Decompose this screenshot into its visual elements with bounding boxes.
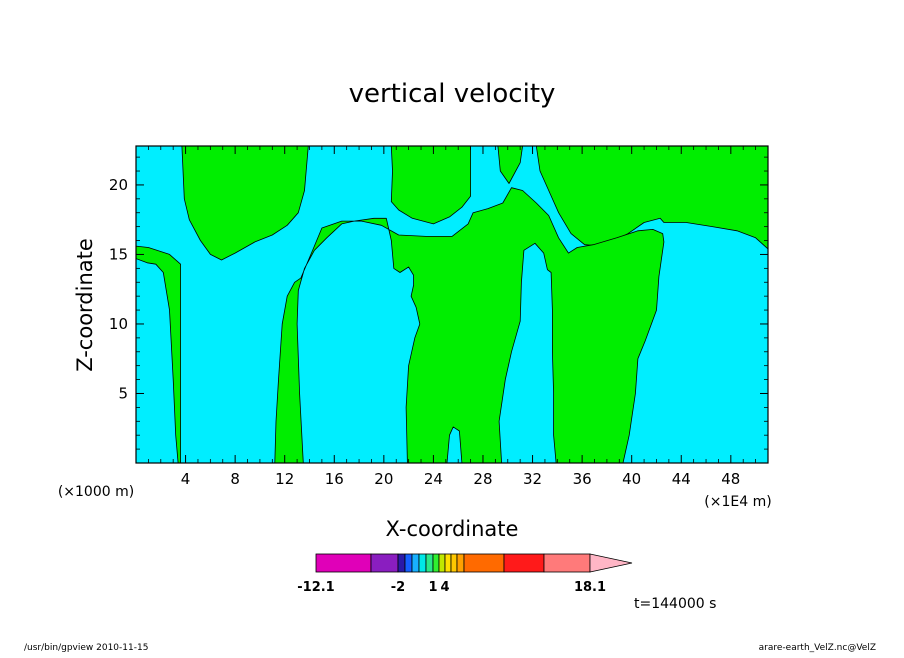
- plot-area: [136, 146, 768, 463]
- colorbar-segment: [456, 553, 465, 573]
- y-tick-label: 15: [109, 245, 128, 263]
- colorbar-segment: [404, 553, 413, 573]
- colorbar-segment: [444, 553, 452, 573]
- x-unit-right: (×1E4 m): [704, 494, 771, 510]
- x-tick-label: 4: [181, 470, 191, 488]
- x-tick-label: 8: [230, 470, 240, 488]
- x-tick-label: 16: [325, 470, 344, 488]
- y-tick-label: 5: [118, 384, 128, 402]
- x-tick-label: 28: [473, 470, 492, 488]
- colorbar-labels: -12.1 -2 1 4 18.1: [297, 580, 606, 595]
- colorbar-label: -2: [391, 580, 405, 595]
- chart-title: vertical velocity: [349, 79, 556, 109]
- x-tick-label: 24: [424, 470, 443, 488]
- colorbar-segment: [432, 553, 440, 573]
- y-axis-title: Z-coordinate: [73, 238, 97, 372]
- plot-frame: [135, 145, 769, 464]
- colorbar-segment: [503, 553, 545, 573]
- x-tick-label: 40: [622, 470, 641, 488]
- colorbar-label: 4: [440, 580, 449, 595]
- colorbar-segment: [315, 553, 372, 573]
- positive-region-2: [136, 187, 665, 463]
- colorbar-segment: [450, 553, 458, 573]
- contour-regions: [136, 146, 768, 463]
- colorbar-segment: [543, 553, 591, 573]
- x-tick-label: 32: [523, 470, 542, 488]
- colorbar: [315, 553, 633, 573]
- y-axis-ticks: 5 10 15 20: [109, 156, 768, 450]
- colorbar-segment: [397, 553, 406, 573]
- x-tick-label: 12: [275, 470, 294, 488]
- x-unit-left: (×1000 m): [58, 484, 134, 500]
- colorbar-label: 1: [428, 580, 437, 595]
- colorbar-segment: [425, 553, 434, 573]
- time-label: t=144000 s: [634, 596, 716, 612]
- positive-region-1: [136, 146, 768, 261]
- footer-right: arare-earth_VelZ.nc@VelZ: [759, 643, 876, 653]
- colorbar-segment: [411, 553, 420, 573]
- x-tick-label: 20: [374, 470, 393, 488]
- colorbar-segment: [463, 553, 505, 573]
- footer-left: /usr/bin/gpview 2010-11-15: [24, 643, 148, 653]
- x-tick-label: 44: [672, 470, 691, 488]
- y-tick-label: 20: [109, 176, 128, 194]
- colorbar-extend-arrow: [589, 553, 633, 573]
- colorbar-segment: [370, 553, 399, 573]
- x-axis-ticks: 4 8 12 16 20 24 28 32 36 40 44 48: [147, 146, 757, 488]
- colorbar-segment: [438, 553, 446, 573]
- x-axis-title: X-coordinate: [386, 517, 519, 541]
- colorbar-label: -12.1: [297, 580, 334, 595]
- x-tick-label: 36: [573, 470, 592, 488]
- x-tick-label: 48: [721, 470, 740, 488]
- y-tick-label: 10: [109, 315, 128, 333]
- colorbar-segment: [418, 553, 427, 573]
- colorbar-label: 18.1: [574, 580, 606, 595]
